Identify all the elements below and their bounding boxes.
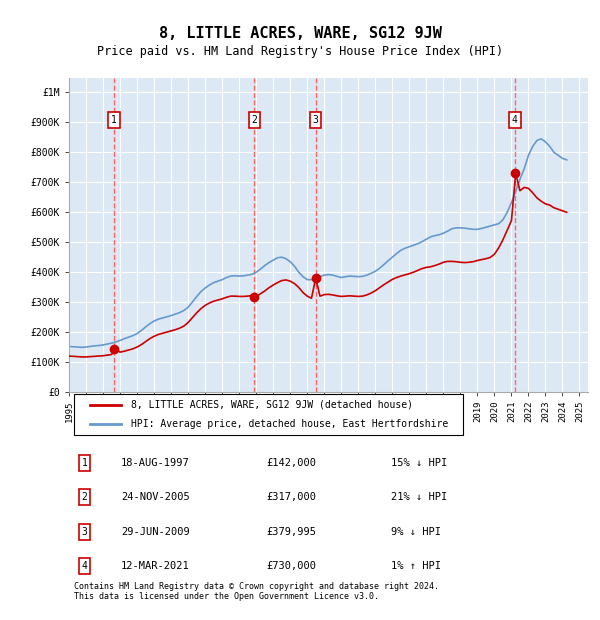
Text: £142,000: £142,000: [266, 458, 316, 467]
Text: 3: 3: [82, 527, 88, 537]
Text: £317,000: £317,000: [266, 492, 316, 502]
Text: 2: 2: [251, 115, 257, 125]
Text: 4: 4: [512, 115, 518, 125]
Text: 9% ↓ HPI: 9% ↓ HPI: [391, 527, 441, 537]
Text: 24-NOV-2005: 24-NOV-2005: [121, 492, 190, 502]
FancyBboxPatch shape: [74, 394, 463, 435]
Text: Price paid vs. HM Land Registry's House Price Index (HPI): Price paid vs. HM Land Registry's House …: [97, 45, 503, 58]
Text: £379,995: £379,995: [266, 527, 316, 537]
Text: HPI: Average price, detached house, East Hertfordshire: HPI: Average price, detached house, East…: [131, 419, 449, 429]
Text: 8, LITTLE ACRES, WARE, SG12 9JW: 8, LITTLE ACRES, WARE, SG12 9JW: [158, 26, 442, 41]
Text: 4: 4: [82, 561, 88, 571]
Text: Contains HM Land Registry data © Crown copyright and database right 2024.
This d: Contains HM Land Registry data © Crown c…: [74, 582, 439, 601]
Text: 1: 1: [111, 115, 116, 125]
Text: 12-MAR-2021: 12-MAR-2021: [121, 561, 190, 571]
Text: 18-AUG-1997: 18-AUG-1997: [121, 458, 190, 467]
Text: 3: 3: [313, 115, 319, 125]
Text: 2: 2: [82, 492, 88, 502]
Text: 15% ↓ HPI: 15% ↓ HPI: [391, 458, 447, 467]
Text: 8, LITTLE ACRES, WARE, SG12 9JW (detached house): 8, LITTLE ACRES, WARE, SG12 9JW (detache…: [131, 399, 413, 410]
Text: 1% ↑ HPI: 1% ↑ HPI: [391, 561, 441, 571]
Text: 29-JUN-2009: 29-JUN-2009: [121, 527, 190, 537]
Text: £730,000: £730,000: [266, 561, 316, 571]
Text: 1: 1: [82, 458, 88, 467]
Text: 21% ↓ HPI: 21% ↓ HPI: [391, 492, 447, 502]
